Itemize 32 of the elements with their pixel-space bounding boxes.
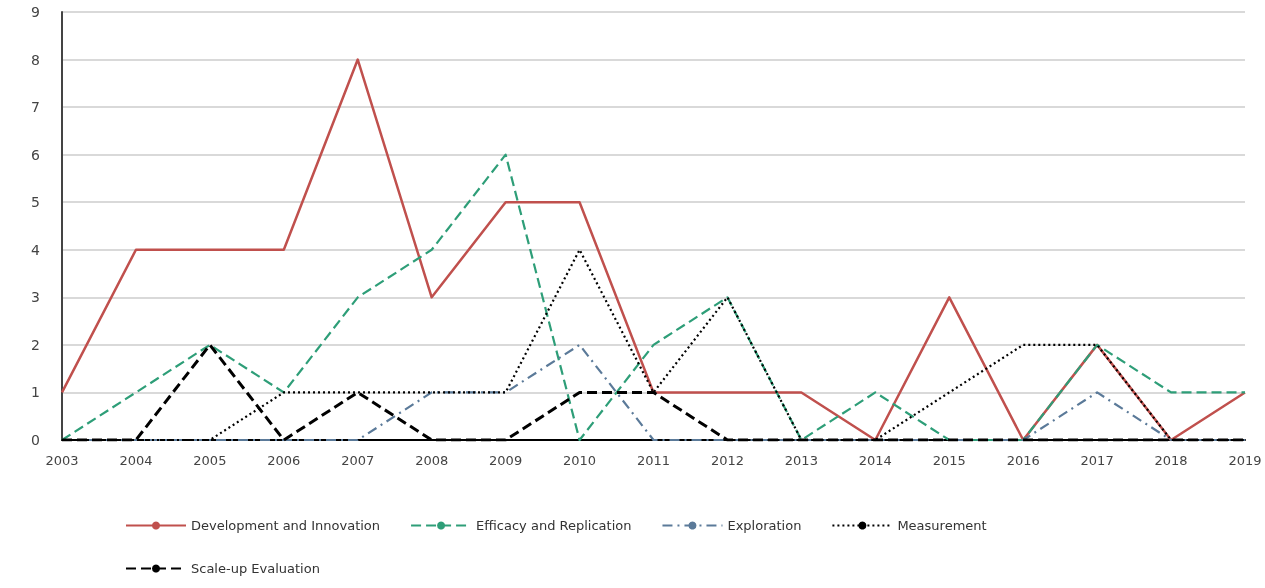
y-tick-label: 1 bbox=[31, 384, 40, 401]
x-tick-label: 2015 bbox=[932, 453, 966, 468]
y-tick-label: 8 bbox=[31, 51, 40, 68]
x-tick-label: 2012 bbox=[710, 453, 744, 468]
legend-label: Development and Innovation bbox=[191, 518, 381, 533]
y-tick-label: 3 bbox=[31, 289, 40, 306]
x-tick-label: 2005 bbox=[193, 453, 227, 468]
x-tick-label: 2008 bbox=[415, 453, 449, 468]
x-tick-label: 2017 bbox=[1080, 453, 1114, 468]
x-tick-label: 2013 bbox=[784, 453, 818, 468]
y-tick-label: 0 bbox=[31, 432, 40, 448]
x-tick-label: 2007 bbox=[341, 453, 375, 468]
x-tick-label: 2010 bbox=[563, 453, 597, 468]
y-tick-label: 7 bbox=[31, 99, 40, 116]
x-tick-label: 2004 bbox=[119, 453, 153, 468]
y-tick-label: 4 bbox=[31, 241, 41, 258]
x-tick-label: 2018 bbox=[1154, 453, 1188, 468]
legend-label: Exploration bbox=[727, 518, 802, 533]
legend-label: Measurement bbox=[897, 518, 987, 533]
legend-label: Efficacy and Replication bbox=[476, 518, 632, 533]
x-tick-label: 2019 bbox=[1228, 453, 1262, 468]
legend-label: Scale-up Evaluation bbox=[191, 561, 320, 576]
y-tick-label: 5 bbox=[31, 194, 40, 211]
x-tick-label: 2006 bbox=[267, 453, 301, 468]
x-tick-label: 2014 bbox=[858, 453, 892, 468]
y-tick-label: 2 bbox=[31, 336, 40, 353]
x-tick-label: 2003 bbox=[45, 453, 79, 468]
x-tick-label: 2011 bbox=[636, 453, 671, 468]
y-tick-label: 6 bbox=[31, 146, 41, 163]
x-tick-label: 2009 bbox=[489, 453, 523, 468]
y-tick-label: 9 bbox=[31, 4, 40, 20]
x-tick-label: 2016 bbox=[1006, 453, 1040, 468]
